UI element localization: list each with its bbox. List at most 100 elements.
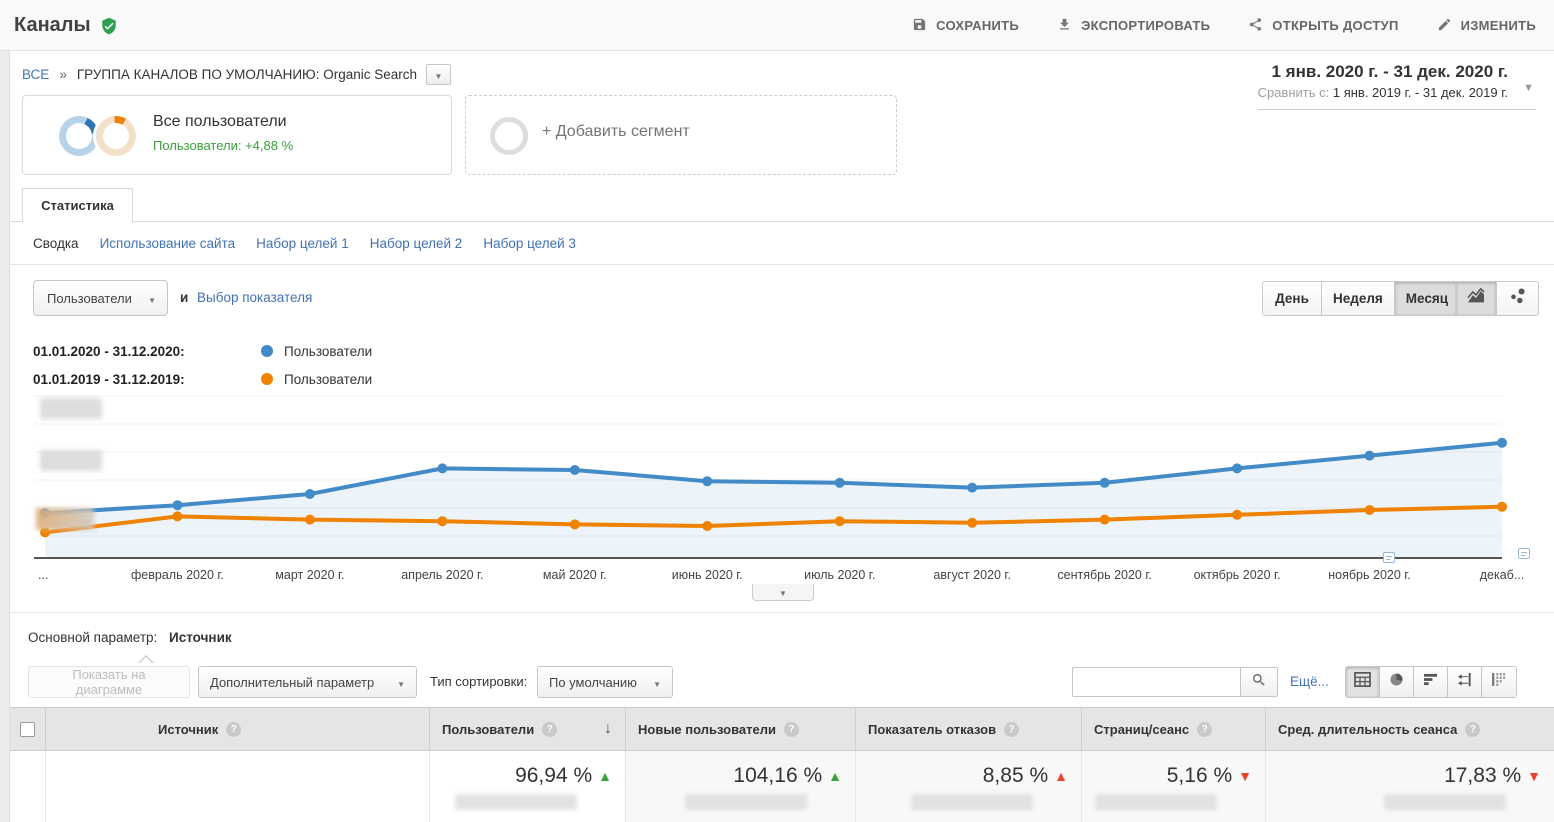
segment-donut-orange-icon [96,116,136,156]
breadcrumb-all-link[interactable]: ВСЕ [22,67,50,82]
advanced-more-link[interactable]: Ещё... [1290,674,1329,689]
table-search-input[interactable] [1072,667,1240,697]
page-title-text: Каналы [14,14,91,36]
row-checkbox-cell[interactable] [10,751,46,822]
pivot-view-button[interactable] [1482,667,1516,697]
table-totals-row: 96,94 % ▲ 104,16 % ▲ 8,85 % ▲ 5,16 % ▼ 17,83… [10,751,1554,822]
x-axis-tick-label: сентябрь 2020 г. [1057,568,1152,582]
help-icon[interactable] [1465,721,1481,737]
segment-delta: Пользователи: +4,88 % [153,138,294,153]
help-icon[interactable] [783,721,799,737]
download-icon [1057,17,1072,35]
redacted-y-axis-label [40,398,102,419]
trend-down-icon: ▼ [1238,768,1252,784]
redacted-value [685,794,807,810]
column-header-pages-per-session[interactable]: Страниц/сеанс [1082,708,1266,750]
add-segment-button[interactable]: + Добавить сегмент [465,95,897,175]
redacted-value [1384,794,1506,810]
help-icon[interactable] [226,721,242,737]
breadcrumb-separator: » [59,67,67,82]
breadcrumb: ВСЕ » ГРУППА КАНАЛОВ ПО УМОЛЧАНИЮ: Organ… [22,64,451,85]
select-metric-link[interactable]: Выбор показателя [197,290,313,305]
sort-descending-icon [604,720,612,738]
column-header-new-users[interactable]: Новые пользователи [626,708,856,750]
redacted-data-label [36,508,94,530]
subnav-goal-set-2[interactable]: Набор целей 2 [369,235,463,251]
date-range-primary: 1 янв. 2020 г. - 31 дек. 2020 г. [1271,62,1509,81]
metric-dropdown[interactable]: Пользователи [33,280,168,316]
legend-row-2019: 01.01.2019 - 31.12.2019: Пользователи [33,371,373,387]
percentage-view-button[interactable] [1380,667,1414,697]
x-axis-tick-label: февраль 2020 г. [131,568,224,582]
annotation-marker-icon[interactable] [1518,548,1530,559]
select-all-cell [10,708,46,750]
conjunction-label: и [180,290,189,305]
segment-all-users[interactable]: Все пользователи Пользователи: +4,88 % [22,95,452,175]
redacted-y-axis-label [40,450,102,471]
sort-type-dropdown[interactable]: По умолчанию [537,666,673,698]
breadcrumb-current: ГРУППА КАНАЛОВ ПО УМОЛЧАНИЮ: Organic Sea… [76,67,417,82]
column-header-source[interactable]: Источник [46,708,430,750]
horizontal-bars-icon [1423,673,1438,691]
export-button[interactable]: ЭКСПОРТИРОВАТЬ [1057,17,1210,35]
granularity-month-button[interactable]: Месяц [1394,282,1460,315]
plot-rows-button[interactable]: Показать на диаграмме [28,666,190,698]
timeseries-chart[interactable]: ... февраль 2020 г. март 2020 г. апрель 202… [10,392,1554,588]
column-header-users[interactable]: Пользователи [430,708,626,750]
chevron-down-icon [435,67,443,82]
subnav-site-usage[interactable]: Использование сайта [99,235,236,251]
chevron-down-icon [653,675,661,690]
date-range-selector[interactable]: 1 янв. 2020 г. - 31 дек. 2020 г. Сравнит… [1257,62,1536,110]
help-icon[interactable] [1197,721,1213,737]
column-header-bounce-rate[interactable]: Показатель отказов [856,708,1082,750]
select-all-checkbox[interactable] [20,721,35,737]
x-axis-tick-label: октябрь 2020 г. [1193,568,1281,582]
breadcrumb-dropdown-button[interactable] [426,64,451,85]
help-icon[interactable] [542,721,558,737]
redacted-value [911,794,1033,810]
granularity-week-button[interactable]: Неделя [1322,282,1395,315]
legend-dot-blue-icon [261,345,273,357]
primary-dimension-row: Основной параметр: Источник [28,630,232,645]
share-button[interactable]: ОТКРЫТЬ ДОСТУП [1248,17,1398,35]
help-icon[interactable] [1004,721,1020,737]
line-chart-view-button[interactable] [1456,282,1497,315]
header-actions: СОХРАНИТЬ ЭКСПОРТИРОВАТЬ ОТКРЫТЬ ДОСТУП … [912,0,1536,51]
secondary-dimension-dropdown[interactable]: Дополнительный параметр [198,666,417,698]
new-users-total-cell: 104,16 % ▲ [626,751,856,822]
chart-canvas [34,395,1507,559]
search-button[interactable] [1240,667,1278,697]
pages-per-session-total-cell: 5,16 % ▼ [1082,751,1266,822]
primary-dimension-source[interactable]: Источник [169,630,232,645]
x-axis-tick-label: апрель 2020 г. [401,568,484,582]
subnav-goal-set-1[interactable]: Набор целей 1 [256,235,349,251]
column-header-avg-session-duration[interactable]: Сред. длительность сеанса [1266,708,1554,750]
save-button[interactable]: СОХРАНИТЬ [912,17,1019,35]
date-range-compare: Сравнить с: 1 янв. 2019 г. - 31 дек. 201… [1257,85,1508,100]
x-axis-tick-label: август 2020 г. [933,568,1011,582]
annotation-marker-icon[interactable] [1383,552,1395,563]
motion-chart-view-button[interactable] [1497,282,1538,315]
trend-down-icon: ▼ [1527,768,1541,784]
app-header: Каналы СОХРАНИТЬ ЭКСПОРТИРОВАТЬ ОТКРЫТЬ … [0,0,1554,51]
subnav-goal-set-3[interactable]: Набор целей 3 [483,235,576,251]
area-chart-icon [1466,287,1486,309]
verified-shield-icon [100,17,118,35]
collapse-chart-button[interactable] [752,584,814,601]
search-icon [1251,672,1267,693]
comparison-view-button[interactable] [1448,667,1482,697]
chart-type-toggle [1455,281,1539,316]
share-icon [1248,17,1263,35]
table-view-toggle [1345,666,1517,698]
subnav-summary[interactable]: Сводка [33,235,79,251]
trend-up-icon: ▲ [828,768,842,784]
tab-statistics[interactable]: Статистика [22,188,133,222]
x-axis-tick-label: май 2020 г. [542,568,607,582]
edit-button[interactable]: ИЗМЕНИТЬ [1437,17,1536,35]
granularity-day-button[interactable]: День [1263,282,1322,315]
performance-view-button[interactable] [1414,667,1448,697]
chevron-down-icon [1523,78,1534,96]
avg-session-duration-total-cell: 17,83 % ▼ [1266,751,1554,822]
table-view-button[interactable] [1346,667,1380,697]
